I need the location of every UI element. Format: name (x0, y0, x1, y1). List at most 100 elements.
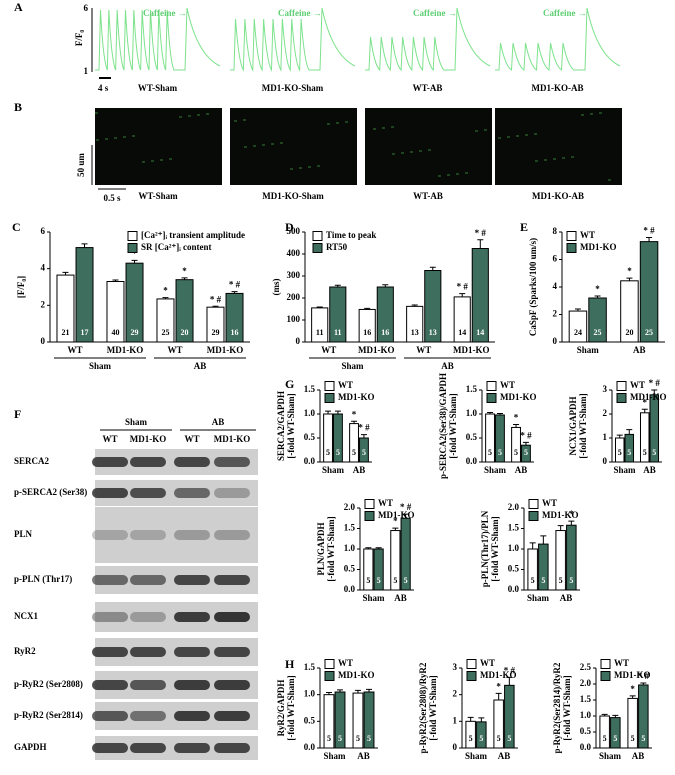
panel-letter: F (14, 407, 21, 421)
legend-swatch (324, 659, 335, 669)
error-bar (459, 293, 466, 297)
line-scan-image (230, 108, 357, 185)
blot-band (214, 575, 250, 585)
y-tick-label: 0 (296, 336, 301, 346)
error-bar (181, 277, 188, 280)
blot-band (214, 647, 250, 657)
blot-label: GAPDH (14, 742, 47, 752)
y-tick-label: 1.0 (304, 408, 316, 418)
y-axis-label: SERCA2/GAPDH (276, 391, 286, 461)
significance-label: * (627, 266, 632, 276)
error-bar (496, 413, 503, 415)
caffeine-label: Caffeine → (543, 8, 587, 18)
scan-label: WT-AB (413, 191, 443, 201)
spark (299, 167, 302, 169)
panel-letter: E (520, 220, 528, 234)
legend-label: RT50 (326, 242, 348, 252)
n-label: 16 (363, 328, 371, 337)
x-tick-label: WT (167, 345, 182, 355)
x-tick-label: AB (515, 465, 528, 475)
trace-label: WT-AB (413, 83, 443, 93)
error-bar (568, 520, 575, 526)
error-bar (522, 441, 529, 446)
y-tick-label: 6 (553, 254, 558, 264)
significance-label: * # (457, 282, 469, 292)
spark (401, 152, 404, 154)
panel-letter: G (285, 377, 294, 391)
n-label: 5 (362, 448, 366, 457)
group-label: AB (212, 417, 225, 427)
legend-swatch (616, 381, 627, 391)
blot-band (92, 457, 128, 467)
spark (95, 112, 98, 114)
y-axis-label: NCX1/GAPDH (568, 397, 578, 456)
x-tick-label: MD1-KO (107, 345, 144, 355)
legend-swatch (600, 659, 611, 669)
panel-letter: H (285, 657, 295, 671)
x-tick-label: WT (67, 345, 82, 355)
n-label: 25 (594, 328, 602, 337)
n-label: 29 (211, 328, 219, 337)
error-bar (162, 297, 169, 299)
y-tick-label: 2 (603, 408, 608, 418)
error-bar (477, 239, 484, 249)
spark (123, 136, 126, 138)
group-label: AB (194, 361, 207, 371)
x-tick-label: WT (321, 345, 336, 355)
y-axis-label: p-RyR2(Ser2808)/RyR2 (418, 662, 428, 753)
spark (590, 113, 593, 115)
blot-band (174, 743, 210, 753)
spark (96, 139, 99, 141)
spark (599, 112, 602, 114)
blot-band (130, 680, 166, 690)
n-label: 5 (356, 734, 360, 743)
x-tick-label: AB (633, 345, 646, 355)
n-label: 5 (488, 448, 492, 457)
n-label: 5 (479, 734, 483, 743)
error-bar (529, 542, 536, 549)
calcium-trace (365, 7, 491, 72)
error-bar (334, 284, 341, 287)
error-bar (429, 266, 436, 271)
error-bar (651, 389, 658, 395)
significance-label: * (642, 397, 647, 407)
spark (160, 159, 163, 161)
n-label: 5 (507, 734, 511, 743)
spark (151, 160, 154, 162)
error-bar (325, 692, 332, 695)
y-tick-label: 200 (287, 292, 301, 302)
n-label: 5 (531, 576, 535, 585)
blot-band (214, 530, 250, 540)
n-label: 25 (161, 328, 169, 337)
y-axis-label: p-PLN(Thr17)/PLN (480, 510, 490, 587)
y-tick-label: 6 (41, 226, 46, 236)
y-tick-label: 2 (453, 689, 458, 699)
x-tick-label: MD1-KO (358, 345, 395, 355)
error-bar (467, 716, 474, 722)
spark (562, 157, 565, 159)
spark (535, 160, 538, 162)
blot-background (95, 507, 258, 563)
scan-label: MD1-KO-Sham (262, 191, 324, 201)
legend-label: Time to peak (326, 230, 376, 240)
y-axis-label: p-SERCA2(Ser38)/GAPDH (438, 373, 448, 479)
legend-swatch (324, 393, 335, 403)
trace-label: WT-Sham (138, 83, 178, 93)
blot-band (92, 743, 128, 753)
spark (132, 135, 135, 137)
n-label: 5 (541, 576, 545, 585)
n-label: 25 (645, 328, 653, 337)
legend-swatch (486, 381, 497, 391)
group-label: Sham (89, 361, 112, 371)
y-tick-label: 1.5 (304, 662, 316, 672)
legend-label: WT (630, 380, 645, 390)
spark (244, 146, 247, 148)
spark (169, 158, 172, 160)
y-axis-label: [-fold WT-Sham] (578, 393, 588, 458)
y-axis-label: [-fold WT-Sham] (286, 675, 296, 740)
spark (206, 113, 209, 115)
y-tick-label: 2.5 (580, 662, 592, 672)
error-bar (646, 237, 653, 242)
y-tick-label: 4 (41, 263, 46, 273)
bar (311, 307, 329, 343)
